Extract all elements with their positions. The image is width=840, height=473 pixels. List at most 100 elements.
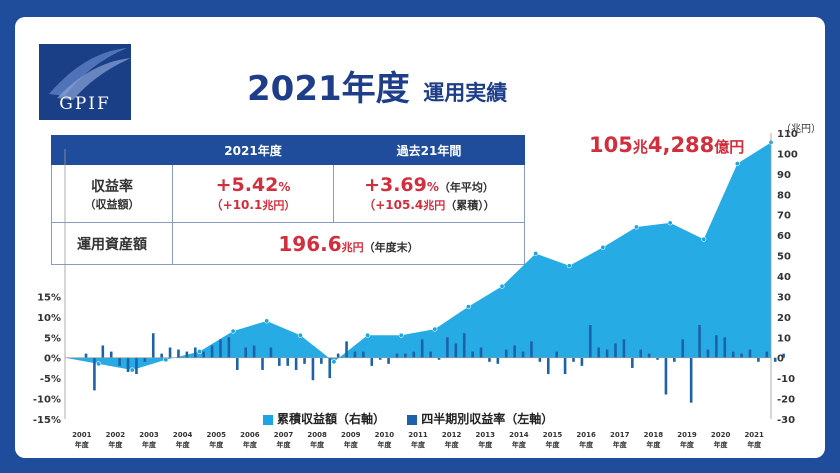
x-tick-year: 2018	[644, 431, 664, 439]
legend-label-cumulative: 累積収益額（右軸）	[277, 412, 386, 426]
cumulative-point	[230, 328, 236, 334]
quarterly-bar	[328, 357, 332, 379]
x-tick-year: 2011	[408, 431, 428, 439]
cumulative-point	[129, 367, 135, 373]
quarterly-bar	[706, 349, 710, 358]
quarterly-bar	[126, 357, 130, 373]
x-tick-year: 2019	[677, 431, 697, 439]
cumulative-point	[701, 236, 707, 242]
assets-cell: 196.6兆円（年度末）	[172, 222, 525, 265]
quarterly-bar	[244, 347, 248, 358]
content-card: GPIF 2021年度 運用実績 2021年度 過去21年間 収益率 （収益額）…	[15, 17, 825, 458]
assets-label: 運用資産額	[51, 222, 173, 265]
quarterly-bar	[454, 343, 458, 358]
quarterly-bar	[740, 353, 743, 358]
quarterly-bar	[202, 351, 205, 358]
quarterly-bar	[773, 357, 777, 362]
cumulative-point	[566, 263, 572, 269]
quarterly-bar	[185, 351, 189, 358]
quarterly-bar	[555, 351, 558, 358]
right-tick-label: -30	[777, 415, 795, 426]
logo-text: GPIF	[59, 94, 111, 114]
quarterly-bar	[614, 343, 617, 358]
quarterly-bar	[698, 325, 701, 358]
x-tick-year: 2004	[173, 431, 193, 439]
quarterly-bar	[546, 357, 550, 375]
right-axis-unit: （兆円）	[781, 124, 821, 135]
quarterly-bar	[597, 347, 601, 358]
quarterly-bar	[311, 357, 315, 381]
quarterly-bar	[530, 341, 533, 358]
left-tick-label: 15%	[37, 292, 61, 303]
quarterly-bar	[479, 347, 483, 358]
right-tick-label: -20	[777, 395, 795, 406]
x-tick-year: 2003	[139, 431, 159, 439]
cumulative-point	[398, 332, 404, 338]
assets-value: 196.6	[278, 231, 342, 256]
quarterly-bar	[160, 353, 163, 358]
quarterly-bar	[135, 357, 138, 375]
left-tick-label: -15%	[33, 415, 61, 426]
assets-unit: 兆円	[341, 240, 364, 254]
x-tick-year: 2021	[744, 431, 764, 439]
quarterly-bar	[757, 357, 760, 362]
quarterly-bar	[496, 357, 500, 364]
x-tick-year: 2006	[240, 431, 260, 439]
x-tick-suffix: 年度	[478, 440, 493, 449]
return-past21-cell: +3.69%（年平均） （+105.4兆円（累積））	[333, 164, 525, 223]
x-tick-suffix: 年度	[747, 440, 762, 449]
return-past21-amount-note: （累積））	[445, 199, 495, 212]
right-tick-label: 40	[777, 272, 791, 283]
x-tick-suffix: 年度	[377, 440, 392, 449]
quarterly-bar	[286, 357, 290, 366]
cumulative-headline: 105兆4,288億円	[589, 133, 744, 157]
quarterly-bar	[673, 357, 676, 362]
right-tick-label: -10	[777, 374, 795, 385]
x-tick-year: 2005	[207, 431, 227, 439]
right-tick-label: 80	[777, 190, 791, 201]
x-tick-suffix: 年度	[108, 440, 123, 449]
x-tick-year: 2016	[576, 431, 596, 439]
return-sublabel: （収益額）	[84, 197, 140, 211]
left-tick-label: 0%	[44, 354, 61, 365]
quarterly-bar	[252, 345, 256, 358]
quarterly-bar	[664, 357, 668, 395]
cumulative-point	[96, 361, 102, 367]
right-tick-label: 50	[777, 252, 791, 263]
right-tick-label: 100	[777, 149, 798, 160]
bar-layer	[84, 325, 785, 403]
quarterly-bar	[303, 357, 306, 364]
quarterly-bar	[731, 351, 735, 358]
right-tick-label: 60	[777, 231, 791, 242]
quarterly-bar	[395, 353, 399, 358]
return-2021-amount-unit: 兆円）	[262, 199, 296, 212]
return-past21-rate-unit: %	[426, 180, 439, 194]
quarterly-bar	[278, 357, 281, 366]
legend-label-quarterly: 四半期別収益率（左軸）	[421, 412, 554, 426]
x-tick-year: 2007	[274, 431, 294, 439]
cumulative-area	[65, 142, 771, 370]
quarterly-bar	[227, 337, 231, 358]
quarterly-bar	[446, 337, 449, 358]
quarterly-bar	[109, 351, 113, 358]
x-tick-year: 2012	[442, 431, 462, 439]
quarterly-bar	[420, 339, 424, 358]
quarterly-bar	[782, 353, 785, 358]
legend-swatch-quarterly	[407, 414, 418, 425]
quarterly-bar	[261, 357, 264, 370]
quarterly-bar	[563, 357, 567, 375]
quarterly-bar	[378, 357, 382, 360]
return-past21-rate-note: （年平均）	[438, 181, 494, 194]
right-tick-label: 0	[777, 354, 784, 365]
x-tick-suffix: 年度	[75, 440, 90, 449]
x-tick-year: 2009	[341, 431, 361, 439]
x-tick-suffix: 年度	[344, 440, 359, 449]
cumulative-point	[499, 283, 505, 289]
cumulative-point	[365, 332, 371, 338]
return-past21-rate: +3.69	[364, 174, 427, 196]
right-tick-label: 30	[777, 292, 791, 303]
headline-num2: 4,288	[647, 133, 715, 157]
x-tick-suffix: 年度	[142, 440, 157, 449]
quarterly-bar	[437, 357, 441, 360]
x-tick-suffix: 年度	[714, 440, 729, 449]
